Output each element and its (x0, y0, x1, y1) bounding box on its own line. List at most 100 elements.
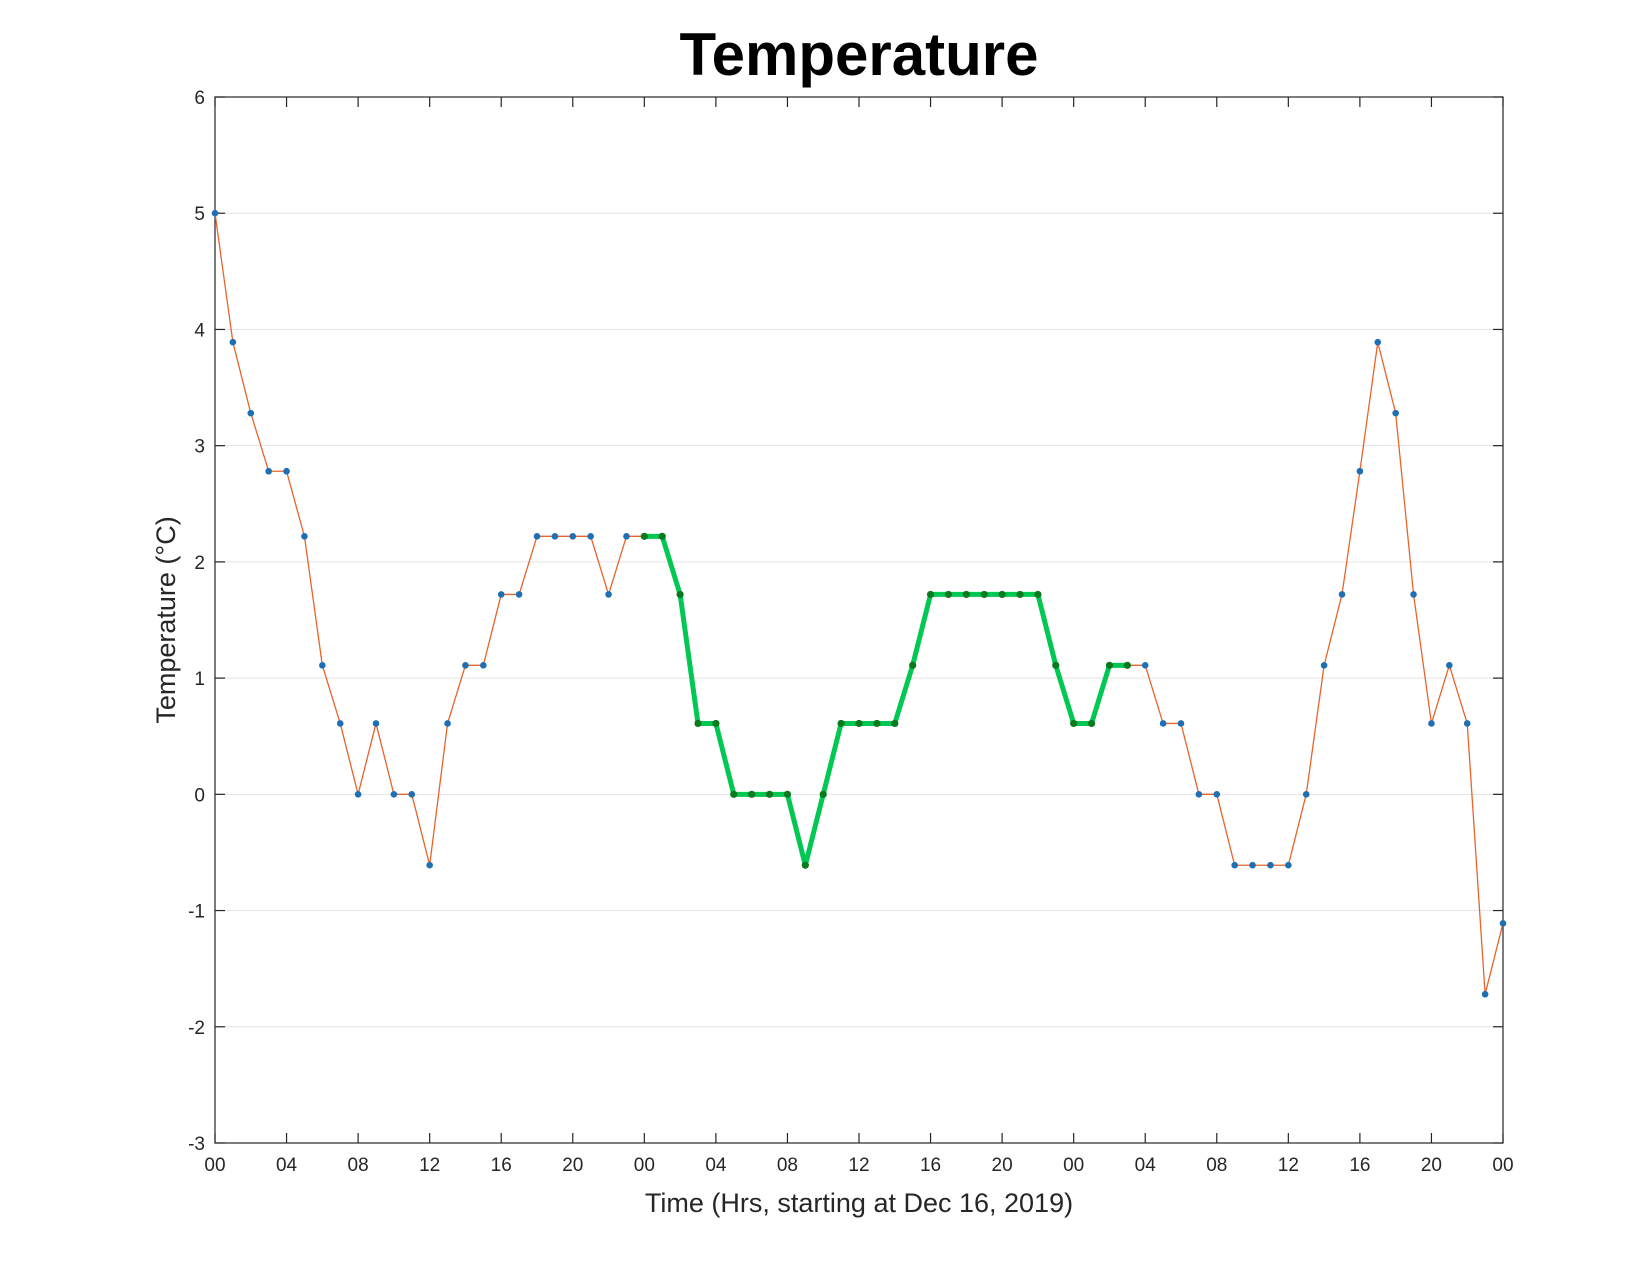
highlight-point (891, 719, 899, 728)
data-point (1428, 720, 1435, 727)
highlight-point (926, 590, 935, 599)
data-point (390, 791, 398, 798)
y-tick-label: -2 (188, 1018, 205, 1039)
data-point (605, 591, 612, 598)
highlight-point (1123, 661, 1131, 669)
data-point (1481, 990, 1489, 998)
data-point (551, 533, 559, 540)
data-point (372, 720, 380, 727)
highlight-point (640, 532, 648, 540)
highlight-point (801, 861, 809, 869)
data-point (1320, 662, 1328, 669)
grid-lines (215, 212, 1503, 1028)
data-point (283, 467, 290, 475)
highlight-point (909, 661, 917, 669)
data-point (1302, 791, 1310, 798)
y-tick-label: -1 (188, 902, 205, 923)
temperature-line (214, 213, 1504, 995)
data-point (336, 720, 344, 727)
data-point (1499, 920, 1507, 927)
y-tick-label: 5 (194, 204, 205, 225)
highlight-point (1105, 661, 1114, 669)
axis-ticks (214, 96, 1504, 1144)
data-point (444, 720, 451, 727)
highlight-point (998, 590, 1006, 599)
data-point (1410, 591, 1417, 598)
data-point (319, 662, 326, 669)
y-tick-label: 2 (194, 553, 205, 574)
x-tick-label: 20 (992, 1155, 1013, 1176)
highlight-point (962, 590, 970, 599)
x-tick-label: 00 (1063, 1155, 1084, 1176)
highlight-point (819, 790, 827, 798)
x-tick-label: 08 (348, 1155, 369, 1176)
highlight-point (1016, 590, 1024, 599)
x-tick-label: 16 (920, 1155, 941, 1176)
x-tick-label: 12 (419, 1155, 440, 1176)
x-tick-label: 12 (848, 1155, 869, 1176)
data-point (1392, 409, 1399, 417)
y-axis-label: Temperature (°C) (151, 516, 181, 723)
data-point (623, 533, 630, 540)
highlight-point (676, 590, 684, 599)
x-tick-label: 08 (1206, 1155, 1227, 1176)
y-tick-label: 4 (194, 320, 205, 341)
data-point (569, 533, 577, 540)
data-point (265, 467, 272, 475)
data-point (1177, 720, 1185, 727)
main-series (211, 209, 1507, 998)
data-point (354, 791, 362, 798)
highlight-point (730, 790, 738, 798)
highlight-line (644, 533, 1128, 868)
highlight-point (712, 719, 720, 728)
data-point (1285, 861, 1292, 869)
plot-frame (214, 96, 1504, 1144)
data-point (301, 533, 308, 540)
x-axis-label: Time (Hrs, starting at Dec 16, 2019) (645, 1188, 1073, 1218)
data-point (1446, 662, 1453, 669)
data-point (1213, 791, 1221, 798)
data-point (1338, 591, 1346, 598)
data-point (1374, 338, 1382, 346)
data-point (1463, 720, 1471, 727)
y-tick-label: 0 (194, 785, 205, 806)
data-point (533, 533, 541, 540)
x-tick-label: 00 (634, 1155, 655, 1176)
y-tick-label: 1 (194, 669, 205, 690)
data-point (1195, 791, 1203, 798)
data-point (426, 861, 433, 869)
data-point (1249, 861, 1256, 869)
y-tick-label: -3 (188, 1134, 205, 1155)
highlight-point (873, 719, 881, 728)
highlight-series (640, 532, 1131, 869)
data-point (462, 662, 469, 669)
y-tick-label: 6 (194, 88, 205, 109)
highlight-point (1070, 719, 1078, 728)
data-point (247, 409, 255, 417)
highlight-point (837, 719, 845, 728)
data-point (497, 591, 505, 598)
chart-title: Temperature (679, 21, 1038, 88)
x-tick-label: 04 (276, 1155, 298, 1176)
highlight-point (855, 719, 863, 728)
data-point (1356, 467, 1364, 475)
data-point (1159, 720, 1167, 727)
highlight-point (748, 790, 756, 798)
data-point (515, 591, 523, 598)
highlight-point (694, 719, 702, 728)
highlight-point (980, 590, 988, 599)
data-point (1231, 861, 1238, 869)
highlight-point (783, 790, 792, 798)
x-tick-label: 04 (1135, 1155, 1157, 1176)
data-point (587, 533, 594, 540)
x-tick-label: 08 (777, 1155, 798, 1176)
highlight-point (765, 790, 774, 798)
x-tick-label: 16 (491, 1155, 512, 1176)
x-tick-label: 20 (1421, 1155, 1442, 1176)
x-tick-label: 20 (562, 1155, 583, 1176)
data-point (229, 338, 237, 346)
highlight-point (944, 590, 953, 599)
data-point (211, 209, 219, 217)
